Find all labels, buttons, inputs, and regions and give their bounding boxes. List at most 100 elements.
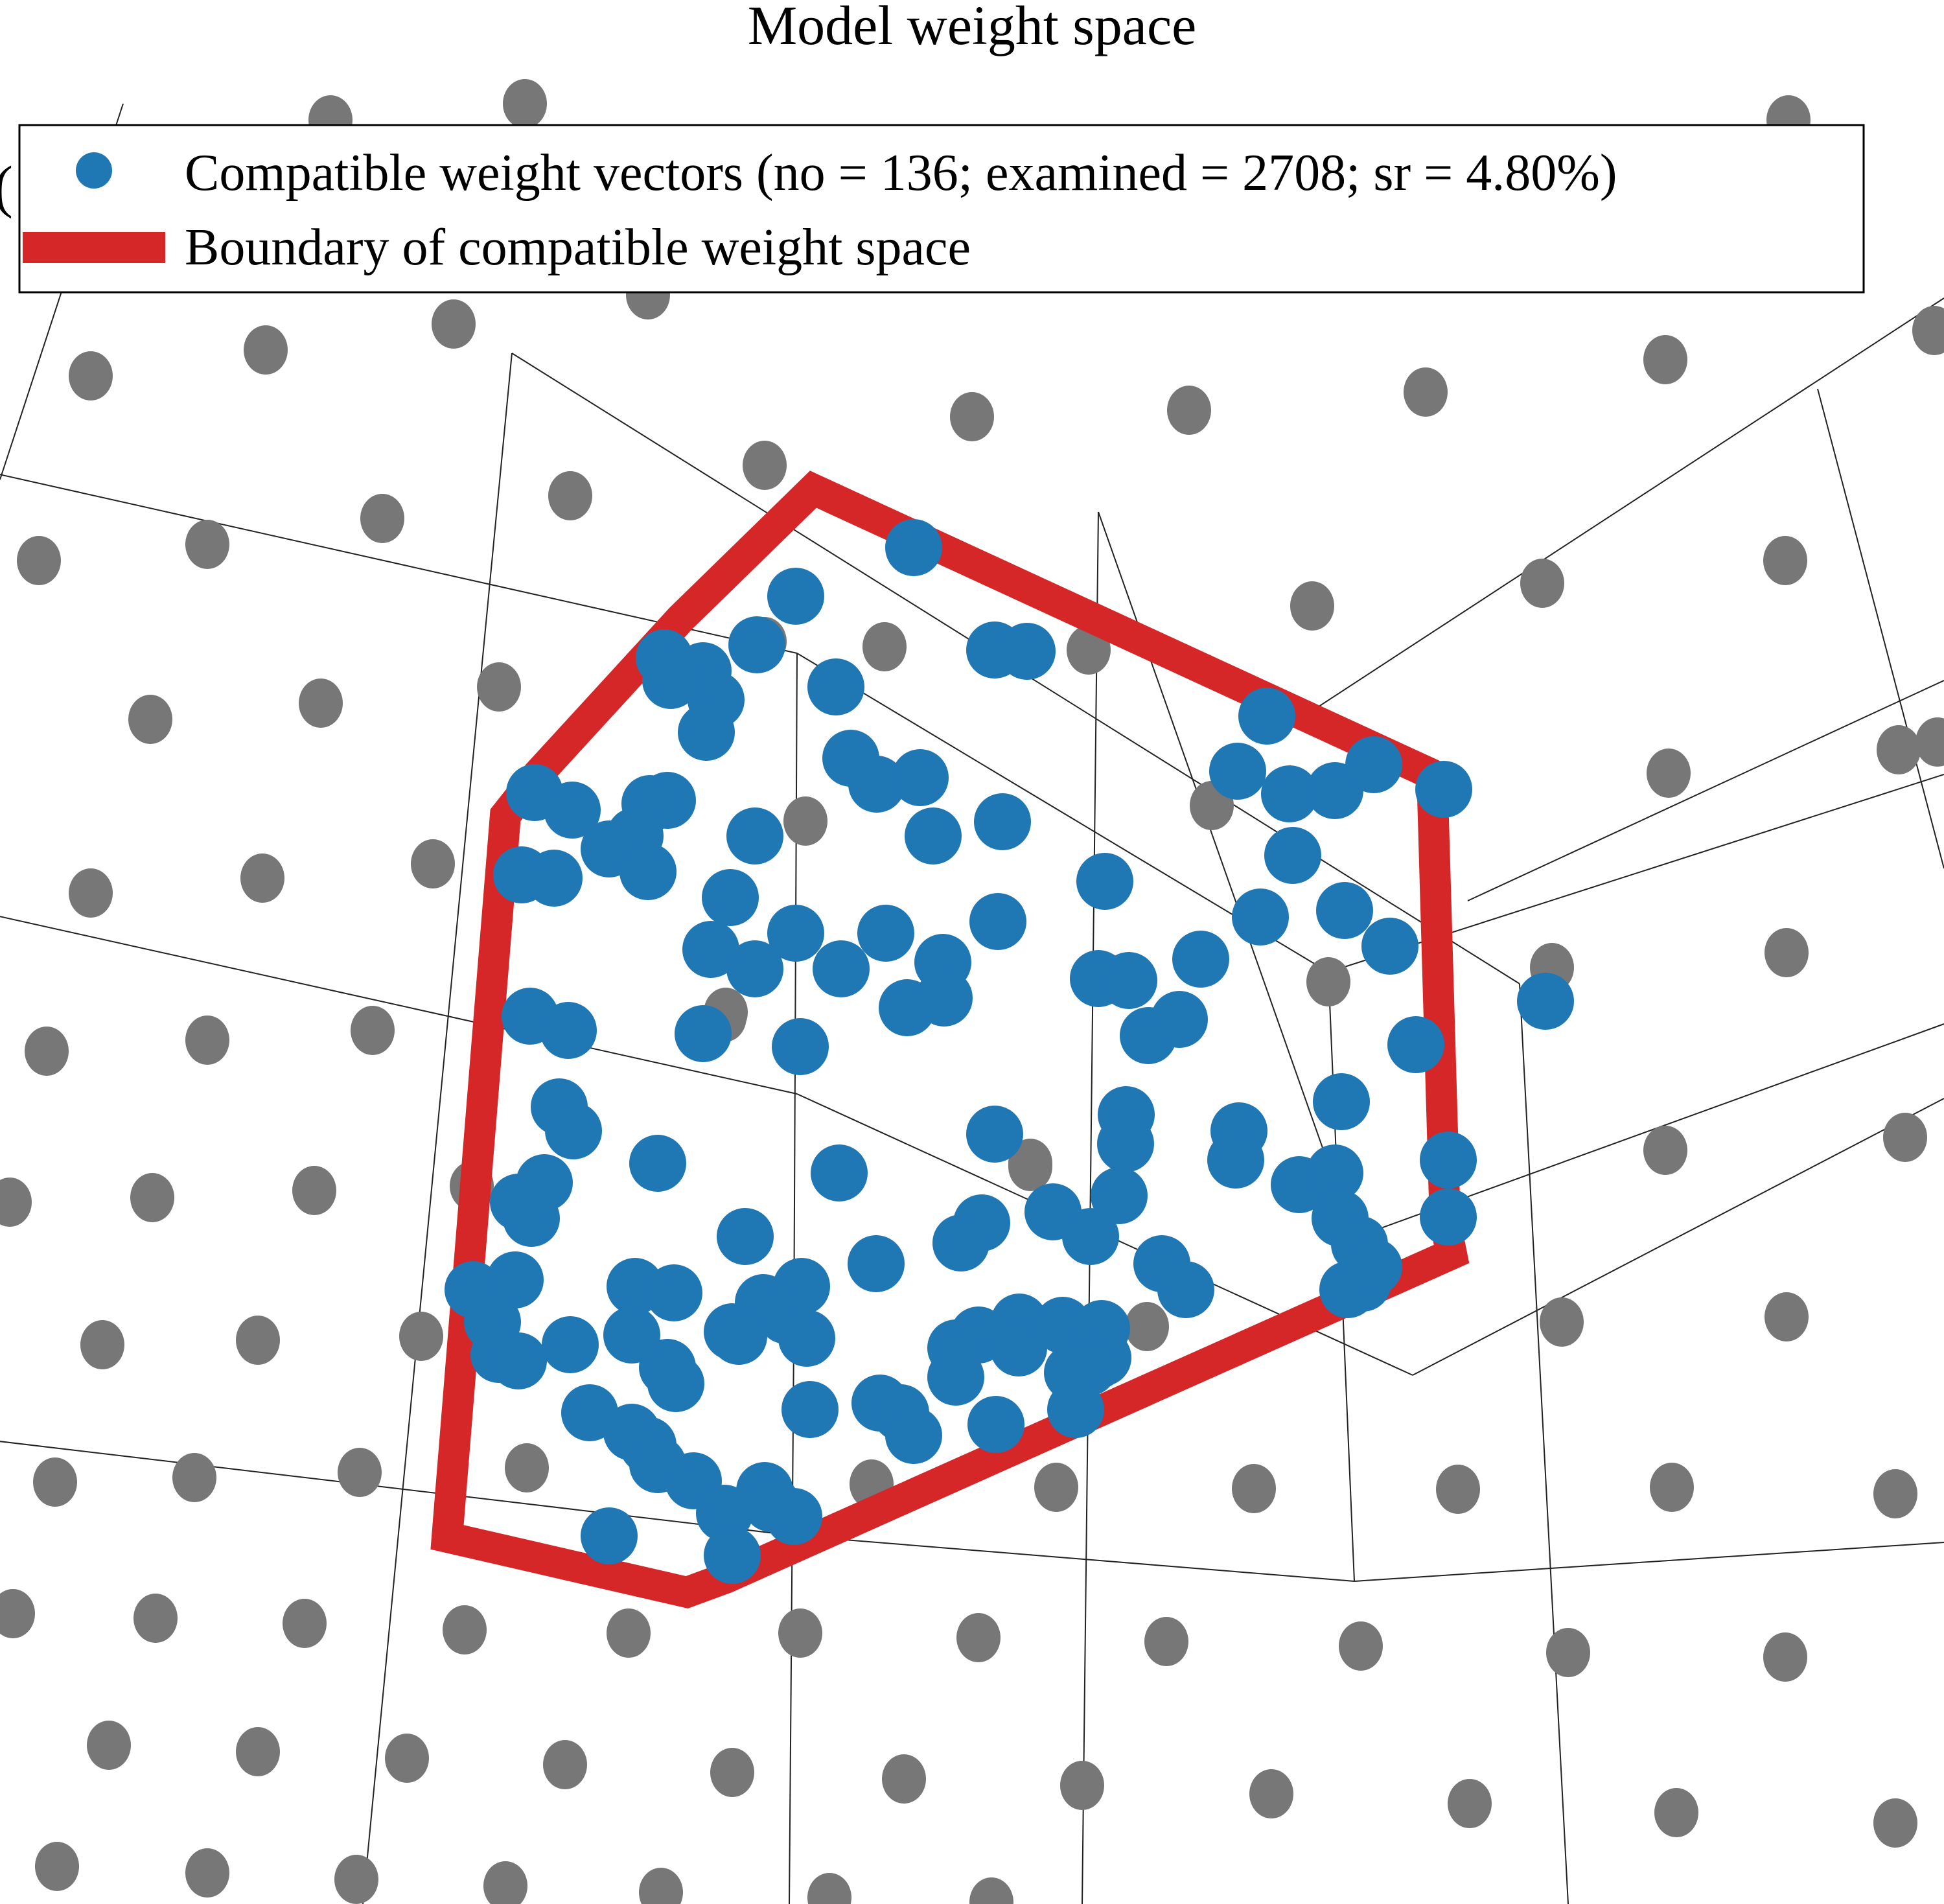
compatible-point: [704, 1527, 761, 1584]
compatible-point: [726, 807, 783, 865]
compatible-point: [728, 616, 785, 673]
grid-line: [1412, 1098, 1944, 1376]
background-point: [1540, 1297, 1584, 1347]
background-point: [1765, 1292, 1809, 1341]
background-point: [185, 1848, 229, 1898]
compatible-point: [726, 940, 783, 997]
background-point: [172, 1453, 216, 1502]
compatible-point: [581, 1507, 638, 1564]
background-point: [639, 1868, 683, 1904]
compatible-point: [932, 1214, 989, 1271]
grid-line: [1519, 983, 1569, 1904]
compatible-point: [1316, 882, 1373, 939]
compatible-point: [1100, 952, 1157, 1009]
compatible-point: [629, 1135, 686, 1192]
grid-line: [1354, 1542, 1944, 1582]
compatible-point: [1097, 1115, 1154, 1172]
background-point: [130, 1173, 174, 1222]
compatible-points: [445, 519, 1574, 1584]
compatible-point: [1420, 1132, 1477, 1189]
compatible-point: [1345, 736, 1402, 793]
compatible-point: [1207, 1132, 1264, 1189]
compatible-point: [990, 1319, 1047, 1376]
legend-box: [18, 124, 1865, 294]
background-point: [503, 79, 547, 128]
legend-label-compatible: Compatible weight vectors (no = 136; exa…: [185, 145, 1617, 202]
compatible-point: [702, 869, 759, 926]
background-point: [80, 1320, 124, 1369]
compatible-point: [857, 905, 914, 962]
background-point: [69, 868, 113, 918]
background-point: [1643, 335, 1687, 384]
background-point: [351, 1006, 395, 1055]
compatible-point: [781, 1381, 839, 1438]
compatible-point: [1062, 1208, 1119, 1265]
background-point: [1546, 1628, 1590, 1677]
compatible-point: [544, 782, 601, 839]
compatible-point: [542, 1316, 599, 1373]
compatible-point: [813, 940, 870, 997]
compatible-point: [974, 793, 1031, 850]
compatible-point: [848, 1235, 905, 1292]
background-point: [969, 1877, 1013, 1904]
background-point: [1167, 386, 1211, 435]
compatible-point: [1306, 1144, 1363, 1202]
legend-marker-compatible: [76, 152, 112, 189]
grid-line: [796, 1535, 1355, 1582]
background-point: [240, 853, 284, 903]
background-point: [743, 441, 787, 490]
compatible-point: [969, 893, 1026, 950]
background-point: [334, 1855, 378, 1904]
compatible-point: [905, 807, 962, 865]
background-point: [1404, 367, 1448, 417]
background-point: [1763, 536, 1807, 585]
compatible-point: [696, 1485, 753, 1542]
legend-marker-boundary: [23, 232, 165, 263]
compatible-point: [545, 1102, 602, 1159]
background-point: [236, 1316, 280, 1365]
background-point: [411, 839, 455, 888]
background-points: [0, 79, 1944, 1904]
grid-line: [1467, 680, 1944, 901]
background-point: [69, 351, 113, 401]
compatible-point: [767, 905, 824, 962]
grid-line: [793, 653, 798, 1341]
grid-line: [1308, 297, 1944, 714]
stray-label: (: [0, 155, 13, 219]
background-point: [548, 471, 592, 520]
compatible-point: [767, 568, 824, 625]
background-point: [1883, 1113, 1927, 1162]
background-point: [133, 1594, 178, 1643]
background-point: [1232, 1464, 1276, 1513]
compatible-point: [807, 658, 864, 715]
background-point: [1912, 306, 1944, 355]
background-point: [1915, 717, 1944, 767]
background-point: [543, 1740, 587, 1789]
background-point: [385, 1734, 429, 1783]
background-point: [25, 1027, 69, 1076]
background-point: [950, 392, 994, 441]
background-point: [778, 1608, 822, 1658]
background-point: [299, 679, 343, 728]
compatible-point: [1076, 853, 1133, 910]
compatible-point: [1238, 688, 1295, 745]
compatible-point: [678, 704, 735, 761]
background-point: [505, 1443, 549, 1492]
background-point: [807, 1873, 851, 1904]
compatible-point: [1264, 827, 1321, 884]
grid-line: [0, 1441, 798, 1537]
compatible-point: [487, 1251, 544, 1308]
background-point: [956, 1613, 1001, 1662]
background-point: [882, 1754, 926, 1804]
compatible-point: [717, 1208, 774, 1265]
background-point: [862, 622, 907, 671]
compatible-point: [1157, 1261, 1214, 1318]
compatible-point: [647, 1355, 704, 1412]
compatible-point: [642, 652, 699, 709]
background-point: [1306, 957, 1350, 1006]
background-point: [0, 1178, 32, 1227]
compatible-point: [1209, 743, 1266, 800]
compatible-point: [1091, 1167, 1148, 1224]
